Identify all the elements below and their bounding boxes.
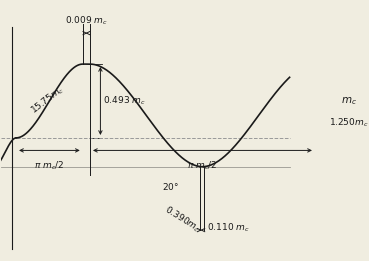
Text: $0.390m_c$: $0.390m_c$ xyxy=(162,203,202,235)
Text: $15.75m_c$: $15.75m_c$ xyxy=(28,82,67,116)
Text: $0.110\ m_c$: $0.110\ m_c$ xyxy=(207,222,250,234)
Text: $1.250m_c$: $1.250m_c$ xyxy=(329,116,368,129)
Text: $0.493\ m_c$: $0.493\ m_c$ xyxy=(103,95,146,107)
Text: $\pi\ m_c/2$: $\pi\ m_c/2$ xyxy=(34,159,65,172)
Text: $m_c$: $m_c$ xyxy=(341,95,357,107)
Text: $\pi\ m_c/2$: $\pi\ m_c/2$ xyxy=(187,159,218,172)
Text: $0.009\ m_c$: $0.009\ m_c$ xyxy=(65,15,108,27)
Text: $20°$: $20°$ xyxy=(162,181,179,192)
